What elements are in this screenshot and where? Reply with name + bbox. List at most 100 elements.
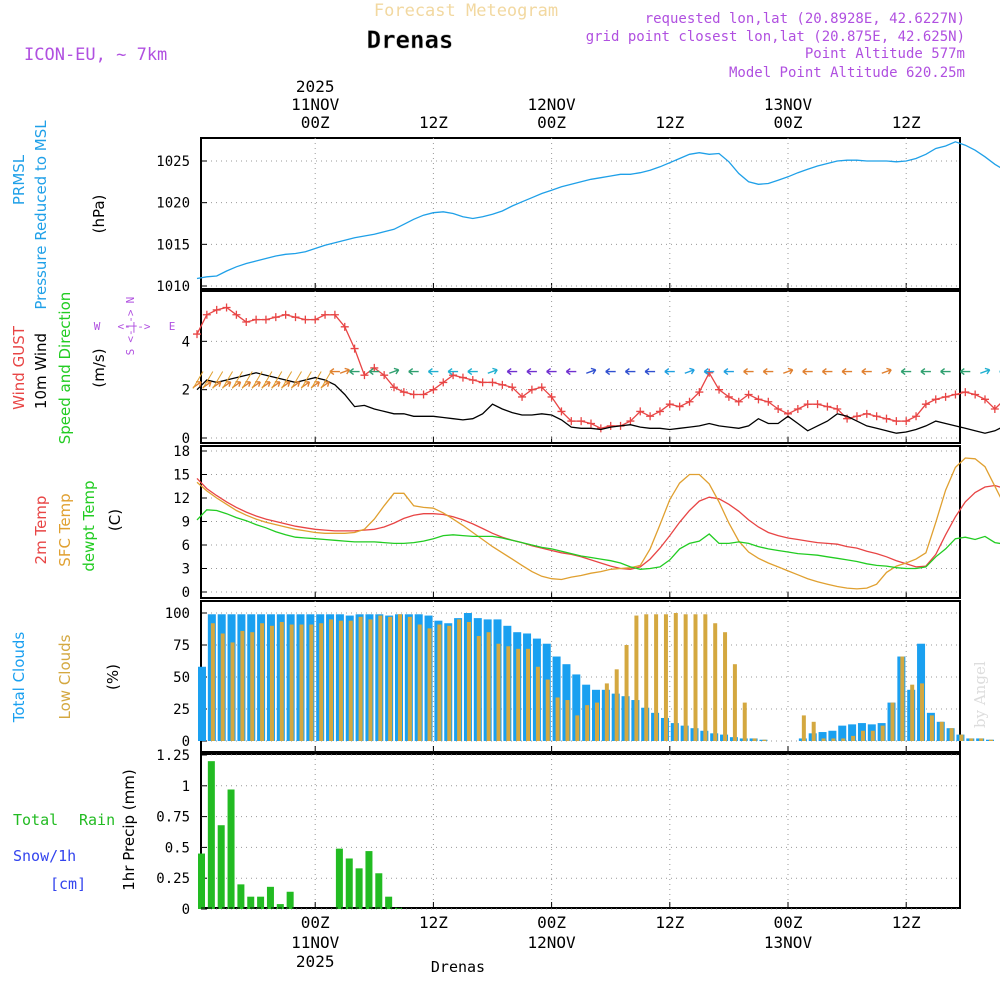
gust-marker [458,373,467,382]
low-cloud-bar [870,730,875,741]
gust-marker [941,392,950,401]
gust-marker [902,417,911,426]
low-cloud-bar [319,623,324,741]
requested-coords: requested lon,lat (20.8928E, 42.6227N) [645,11,965,27]
gust-marker [774,405,783,413]
low-cloud-bar [663,614,668,741]
pressure-ytick-label: 1015 [156,237,190,253]
location-title: Drenas [367,26,454,54]
low-cloud-bar [841,738,846,741]
wind-hatch [251,371,263,389]
low-cloud-bar [240,630,245,741]
gust-marker [813,400,822,409]
rain-bar [385,896,393,909]
top-hour-label: 12Z [419,113,448,132]
panel-clouds: 0 25 50 75 100 [165,600,994,753]
low-cloud-bar [693,614,698,741]
gust-marker [321,310,330,319]
low-cloud-bar [457,619,462,741]
wind-direction-arrow [349,367,360,376]
pressure-ytick-label: 1020 [156,196,190,212]
precip-cm-label: [cm] [50,875,86,893]
clouds-ytick-label: 50 [173,670,190,686]
gust-marker [498,380,507,389]
gust-marker [311,315,320,324]
bottom-date-label: 12NOV [528,933,577,952]
gust-marker [291,313,300,322]
temp-unit: (C) [106,509,124,531]
gust-marker [636,407,645,416]
low-cloud-bar [269,625,274,741]
low-cloud-bar [496,643,501,741]
wind-direction-arrow [546,367,557,376]
wind-hatch [281,371,293,389]
low-cloud-bar [299,624,304,741]
top-hour-label: 12Z [892,113,921,132]
low-cloud-bar [752,738,757,741]
gust-marker [232,310,241,319]
gust-marker [488,378,497,387]
gust-marker [577,417,586,426]
wind-direction-arrow [526,367,537,376]
low-cloud-bar [929,715,934,741]
low-cloud-bar [989,739,993,741]
gust-marker [961,388,970,397]
gust-marker [981,395,989,404]
precip-rain-label: Rain [79,811,115,829]
low-cloud-bar [289,624,294,741]
low-cloud-bar [516,648,521,741]
gust-marker [340,322,349,331]
gust-marker [990,405,999,413]
wind-hatch [222,371,233,389]
compass-s: S [124,349,137,356]
low-cloud-bar [723,632,728,741]
rain-bar [217,825,225,909]
wind-direction-arrow [900,367,912,376]
pressure-frame [200,137,961,290]
bottom-year-label: 2025 [296,952,335,971]
wind-hatch [231,371,243,389]
low-cloud-bar [920,683,925,741]
wind-direction-arrow [802,367,813,376]
gust-marker [212,305,221,314]
gust-marker [724,392,733,401]
gust-marker [744,390,753,399]
wind-10m-label: 10m Wind [32,333,50,409]
low-cloud-bar [476,636,481,741]
rain-bar [276,904,284,909]
compass-w: W [94,320,101,333]
wind-direction-arrow [841,367,853,376]
wind-direction-arrow [408,367,419,376]
total-cloud-bar [198,666,206,741]
low-cloud-bar [959,734,964,741]
low-cloud-bar [703,614,708,741]
low-cloud-bar [614,669,619,741]
low-clouds-label: Low Clouds [56,634,74,719]
wind-direction-arrow [980,367,991,375]
low-cloud-bar [585,705,590,741]
gust-marker [734,397,743,406]
low-cloud-bar [880,725,885,741]
gust-marker [715,385,724,394]
temperature-ytick-label: 12 [173,491,190,507]
wind-direction-arrow [783,367,794,375]
total-clouds-label: Total Clouds [10,632,28,724]
panel-temperature: 0 3 6 9 12 15 18 [173,444,1000,601]
gust-marker [193,330,201,339]
gust-marker [675,402,684,411]
point-altitude: Point Altitude 577m [805,46,965,62]
gust-marker [665,400,674,409]
low-cloud-bar [329,619,334,741]
gust-marker [833,405,842,413]
low-cloud-bar [742,702,747,741]
gust-marker [567,417,576,426]
top-hour-label: 00Z [301,113,330,132]
temperature-series-sfc-temp [196,457,1000,590]
rain-bar [247,896,255,909]
wind-direction-arrow [940,367,951,376]
wind-hatch [291,371,302,389]
model-label: ICON-EU, ~ 7km [24,45,167,65]
wind-direction-arrow [664,367,675,376]
wind-direction-arrow [447,367,459,376]
